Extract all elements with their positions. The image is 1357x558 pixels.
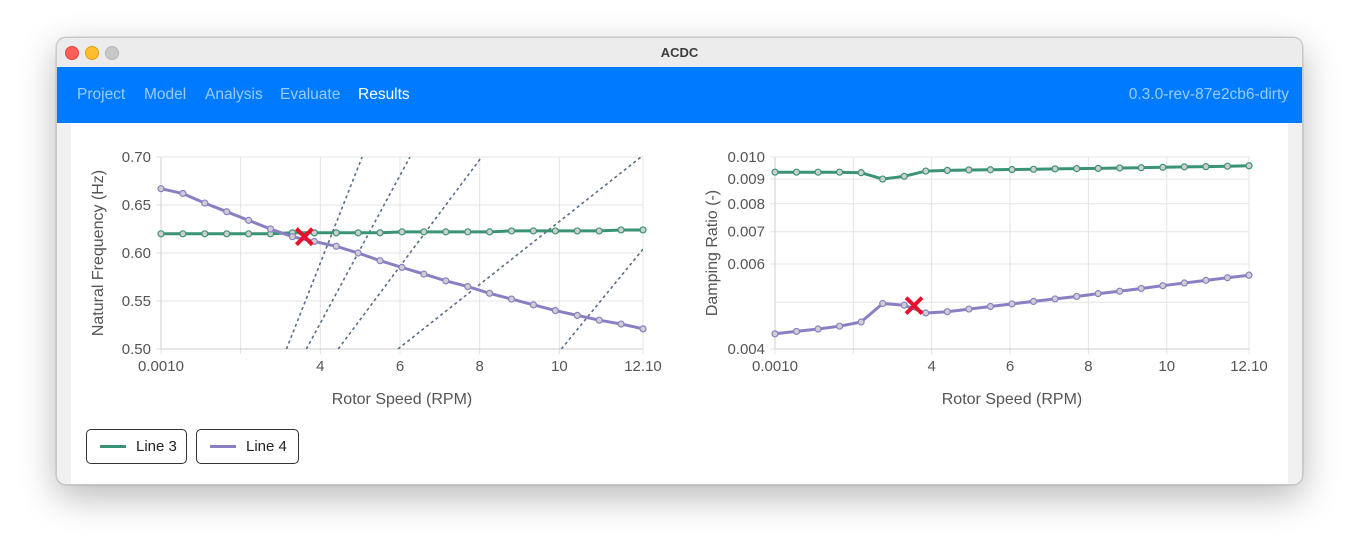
data-point <box>223 230 231 238</box>
data-point <box>266 225 275 233</box>
data-point <box>332 229 340 237</box>
nav-model[interactable]: Model <box>144 86 187 103</box>
data-point <box>354 229 362 237</box>
data-point <box>245 216 253 224</box>
data-point <box>573 227 581 235</box>
data-point <box>617 226 625 234</box>
data-point <box>157 230 165 238</box>
x-tick-label: 0.0010 <box>138 358 184 375</box>
data-point <box>201 230 209 238</box>
harmonic-line <box>337 157 483 349</box>
legend-line-3[interactable]: Line 3 <box>86 429 187 464</box>
natural-frequency-chart: 0.0010 4 6 8 10 12.10 0.50 0.55 0.60 0.65 0.70 Roto… <box>90 149 662 408</box>
data-point <box>595 227 603 235</box>
data-point <box>288 233 297 241</box>
window-title: ACDC <box>660 45 699 60</box>
data-point <box>354 249 362 257</box>
data-point <box>595 316 603 324</box>
title-bar: ACDC <box>57 38 1302 68</box>
harmonic-line <box>397 157 642 349</box>
data-point <box>179 189 187 198</box>
legend-label: Line 4 <box>246 438 287 455</box>
data-point <box>310 229 318 237</box>
data-point <box>420 270 428 278</box>
data-point <box>573 311 581 319</box>
y-axis-label: Natural Frequency (Hz) <box>90 170 107 336</box>
data-point <box>201 199 209 207</box>
crossing-marker <box>294 227 314 247</box>
marker-stroke <box>294 227 314 247</box>
legend-line-4[interactable]: Line 4 <box>196 429 299 464</box>
nav-results[interactable]: Results <box>358 86 410 103</box>
x-tick-label: 8 <box>475 358 483 375</box>
data-point <box>157 185 165 193</box>
harmonic-line <box>560 248 643 349</box>
y-tick-label: 0.70 <box>122 149 151 166</box>
minimize-window-button[interactable] <box>85 46 99 60</box>
data-point <box>486 228 494 236</box>
chart-plot-area: 0.0010 4 6 8 10 12.10 0.50 0.55 0.60 0.65 0.70 Roto… <box>90 149 662 408</box>
data-point <box>398 263 406 271</box>
harmonic-line <box>285 157 363 349</box>
y-tick-label: 0.65 <box>122 197 151 214</box>
y-tick-label: 0.50 <box>122 341 151 358</box>
data-point <box>398 228 406 236</box>
series-line-4 <box>157 185 647 333</box>
zoom-window-button[interactable] <box>105 46 119 60</box>
top-navbar: Project Model Analysis Evaluate Results … <box>57 67 1302 123</box>
data-point <box>464 228 472 236</box>
data-point <box>639 325 647 333</box>
data-point <box>486 289 494 297</box>
data-point <box>507 295 516 303</box>
legend-label: Line 3 <box>136 438 177 455</box>
line-4-swatch <box>210 445 236 448</box>
data-point <box>551 307 559 315</box>
data-point <box>223 208 231 216</box>
data-point <box>529 227 538 235</box>
series-line-3 <box>157 226 647 238</box>
data-point <box>376 257 384 265</box>
version-label: 0.3.0-rev-87e2cb6-dirty <box>1128 86 1289 103</box>
line-3-swatch <box>100 445 126 448</box>
x-axis-label: Rotor Speed (RPM) <box>332 391 473 408</box>
x-tick-label: 6 <box>396 358 404 375</box>
data-point <box>442 277 450 285</box>
x-tick-label: 10 <box>551 358 568 375</box>
data-point <box>376 229 384 237</box>
data-point <box>420 228 428 236</box>
close-window-button[interactable] <box>65 46 79 60</box>
x-tick-label: 12.10 <box>624 358 662 375</box>
data-point <box>442 228 450 236</box>
nav-project[interactable]: Project <box>77 86 126 103</box>
data-point <box>529 301 538 309</box>
nav-evaluate[interactable]: Evaluate <box>280 86 341 103</box>
data-point <box>617 320 625 328</box>
data-point <box>507 227 516 235</box>
series-line <box>160 187 644 331</box>
data-point <box>332 242 340 250</box>
nav-analysis[interactable]: Analysis <box>205 86 263 103</box>
data-point <box>245 230 253 238</box>
data-point <box>639 226 647 234</box>
data-point <box>464 283 472 291</box>
y-tick-label: 0.55 <box>122 293 151 310</box>
app-window: ACDC Project Model Analysis Evaluate Res… <box>56 37 1303 485</box>
data-point <box>179 230 187 238</box>
x-tick-label: 4 <box>316 358 324 375</box>
data-point <box>551 227 559 235</box>
y-tick-label: 0.60 <box>122 245 151 262</box>
